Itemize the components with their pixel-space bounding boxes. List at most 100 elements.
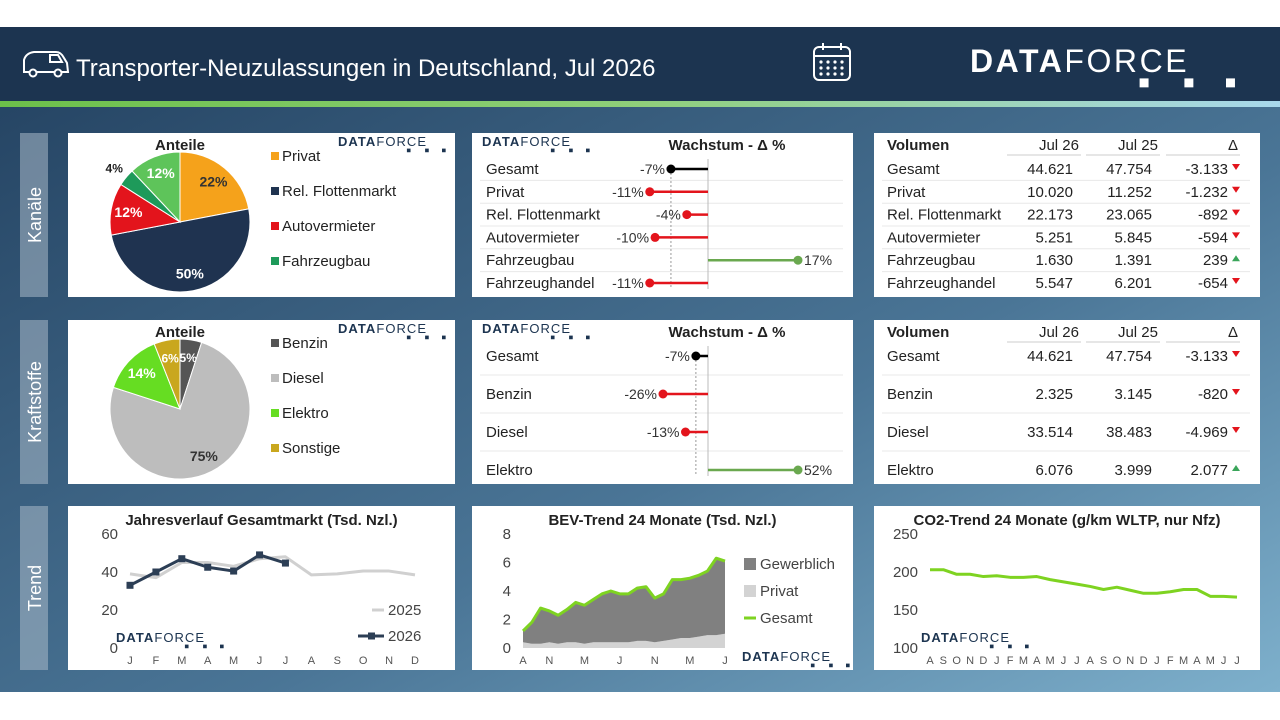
logo-bold: DATA <box>482 134 520 149</box>
table-cell: -1.232 <box>1185 184 1228 201</box>
y-tick-label: 6 <box>503 555 511 572</box>
y-tick-label: 2 <box>503 612 511 629</box>
table-cell: -820 <box>1198 386 1228 403</box>
table-cell: 11.252 <box>1107 184 1152 201</box>
x-tick-label: J <box>1221 655 1227 667</box>
x-tick-label: M <box>685 655 694 667</box>
trend-down <box>1232 209 1240 216</box>
value-label: -10% <box>616 229 649 245</box>
table-cell: 6.201 <box>1114 275 1152 292</box>
chart-title: Anteile <box>155 137 205 154</box>
logo-bold: DATA <box>116 630 154 645</box>
table-cell: 47.754 <box>1106 161 1152 178</box>
table-cell: -4.969 <box>1185 424 1228 441</box>
pie-slice <box>153 338 181 410</box>
pie-label: 14% <box>128 365 157 381</box>
legend-label: Rel. Flottenmarkt <box>282 183 397 200</box>
logo-square <box>425 148 429 153</box>
pie-label: 6% <box>161 351 179 365</box>
chart-title: Anteile <box>155 324 205 341</box>
table-header: Δ <box>1228 324 1238 341</box>
category-label: Rel. Flottenmarkt <box>486 207 601 224</box>
category-label: Privat <box>486 184 525 201</box>
logo-light: FORCE <box>376 321 427 336</box>
y-tick-label: 20 <box>101 602 118 619</box>
legend-label: Gesamt <box>760 610 813 627</box>
table-header: Jul 26 <box>1039 137 1079 154</box>
pie-label: 22% <box>199 174 228 190</box>
trend-down <box>1232 186 1240 193</box>
x-tick-label: J <box>127 655 133 667</box>
x-tick-label: O <box>1113 655 1122 667</box>
legend-label: 2026 <box>388 628 421 645</box>
x-tick-label: M <box>229 655 238 667</box>
y-tick-label: 150 <box>893 602 918 619</box>
lollipop-dot <box>793 465 803 475</box>
trend-up <box>1232 255 1240 262</box>
legend-label: Sonstige <box>282 440 340 457</box>
pie-slice <box>112 343 181 410</box>
table-cell: -594 <box>1198 229 1228 246</box>
x-tick-label: J <box>1154 655 1160 667</box>
panel <box>874 320 1260 484</box>
chart-title: Wachstum - Δ % <box>669 324 786 341</box>
category-label: Benzin <box>486 386 532 403</box>
logo-light: FORCE <box>520 134 571 149</box>
trend-down <box>1232 232 1240 239</box>
x-tick-label: J <box>257 655 263 667</box>
marker <box>178 555 186 563</box>
panel <box>472 133 853 297</box>
legend-swatch <box>271 222 279 230</box>
legend-label: Gewerblich <box>760 556 835 573</box>
logo-square <box>586 335 590 340</box>
logo-square <box>203 644 207 649</box>
panel <box>874 506 1260 670</box>
x-tick-label: N <box>1126 655 1134 667</box>
section-box <box>20 506 48 670</box>
x-tick-label: M <box>1179 655 1188 667</box>
x-tick-label: N <box>651 655 659 667</box>
legend-swatch <box>744 585 756 597</box>
pie-slice <box>179 151 250 223</box>
marker <box>152 568 160 576</box>
table-cell: Gesamt <box>887 161 940 178</box>
category-label: Gesamt <box>486 161 539 178</box>
table-cell: 239 <box>1203 252 1228 269</box>
logo-square <box>406 148 411 153</box>
legend-swatch <box>271 339 279 347</box>
logo-light: FORCE <box>780 649 831 664</box>
table-cell: Gesamt <box>887 348 940 365</box>
x-tick-label: D <box>979 655 987 667</box>
table-cell: Benzin <box>887 386 933 403</box>
pie-label: 12% <box>114 204 143 220</box>
logo-square <box>1226 78 1235 88</box>
table-cell: 2.077 <box>1190 462 1228 479</box>
table-cell: -892 <box>1198 207 1228 224</box>
area <box>523 633 725 648</box>
pie-label: 4% <box>106 162 124 176</box>
table-cell: Diesel <box>887 424 929 441</box>
logo-square <box>406 335 411 340</box>
logo-square <box>550 148 555 153</box>
marker <box>204 563 212 571</box>
category-label: Fahrzeugbau <box>486 252 574 269</box>
trend-down <box>1232 427 1240 433</box>
x-tick-label: A <box>1193 655 1201 667</box>
category-label: Autovermieter <box>486 229 579 246</box>
logo-square <box>846 663 850 668</box>
logo-square <box>442 148 446 153</box>
value-label: -11% <box>612 275 644 291</box>
y-tick-label: 200 <box>893 564 918 581</box>
legend-swatch <box>271 374 279 382</box>
lollipop-dot <box>650 232 660 242</box>
table-cell: 22.173 <box>1027 207 1073 224</box>
table-cell: 2.325 <box>1035 386 1073 403</box>
logo-light: FORCE <box>520 321 571 336</box>
x-tick-label: N <box>545 655 553 667</box>
table-header: Volumen <box>887 137 949 154</box>
legend-swatch <box>744 558 756 570</box>
table-cell: 5.251 <box>1035 229 1073 246</box>
table-cell: Fahrzeugbau <box>887 252 975 269</box>
logo-light: FORCE <box>376 134 427 149</box>
y-tick-label: 4 <box>503 583 511 600</box>
